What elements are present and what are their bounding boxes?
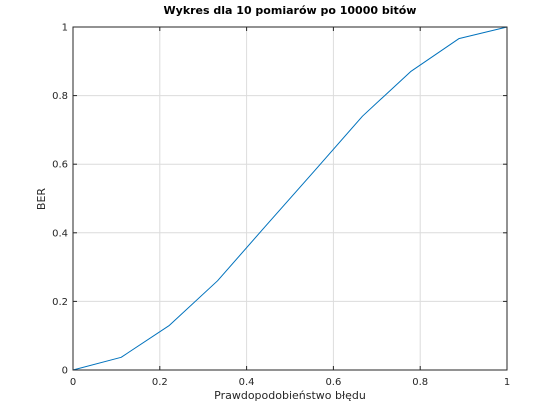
series-line-0	[72, 26, 508, 371]
series-layer	[72, 26, 508, 371]
chart-title: Wykres dla 10 pomiarów po 10000 bitów	[164, 4, 417, 17]
x-axis-label: Prawdopodobieństwo błędu	[214, 389, 366, 402]
y-axis-label: BER	[35, 188, 48, 210]
y-tick-label: 0.2	[52, 297, 68, 308]
y-tick-label: 0.8	[52, 91, 68, 102]
x-tick-label: 0	[70, 377, 76, 388]
x-tick-label: 0.8	[412, 377, 428, 388]
y-tick-label: 1	[62, 23, 68, 34]
tick-labels: 0 0.2 0.4 0.6 0.8 1 0 0.2 0.4 0.6 0.8 1	[52, 23, 510, 389]
axes	[72, 26, 508, 371]
y-tick-label: 0.6	[52, 160, 68, 171]
x-tick-label: 0.4	[239, 377, 255, 388]
plot-box	[72, 26, 508, 371]
x-tick-label: 0.2	[152, 377, 168, 388]
x-tick-label: 1	[504, 377, 510, 388]
y-tick-label: 0	[62, 366, 68, 377]
grid	[73, 27, 507, 370]
x-tick-label: 0.6	[325, 377, 341, 388]
y-tick-label: 0.4	[52, 228, 68, 239]
